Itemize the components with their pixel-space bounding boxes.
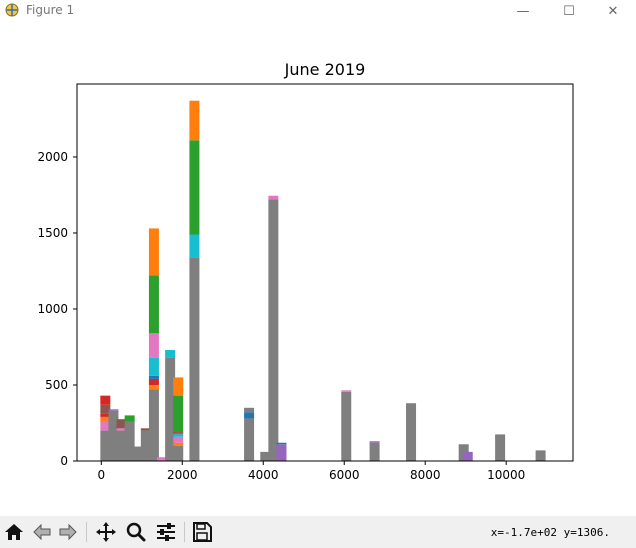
y-tick-label: 1500 [37, 226, 68, 240]
bar-segment-11-1 [244, 412, 255, 419]
bar-segment-11-2 [244, 407, 255, 413]
move-icon[interactable] [94, 520, 118, 544]
bar-segment-0-3 [100, 413, 111, 417]
y-tick-label: 500 [45, 378, 68, 392]
bar-segment-21-0 [535, 450, 546, 461]
bar-segment-10-0 [189, 257, 200, 461]
minimize-icon: — [516, 3, 530, 19]
window-title: Figure 1 [26, 3, 75, 17]
x-tick-label: 4000 [248, 468, 279, 482]
bar-segment-0-5 [100, 395, 111, 405]
bar-segment-20-0 [495, 434, 506, 461]
chart: 0 2000 4000 6000 8000 10000 0 500 1000 1500 2000 J… [37, 60, 574, 482]
coordinate-readout: x=-1.7e+02 y=1306. [490, 526, 610, 539]
bar-segment-2-0 [116, 430, 127, 461]
bar-segment-6-2 [148, 378, 159, 385]
x-tick-label: 6000 [329, 468, 360, 482]
sliders-icon[interactable] [154, 520, 178, 544]
maximize-icon: ☐ [563, 3, 575, 19]
bar-segment-16-0 [369, 442, 380, 461]
minimize-button[interactable]: — [500, 0, 546, 22]
y-tick-label: 1000 [37, 302, 68, 316]
bar-segment-0-4 [100, 404, 111, 414]
bar-segment-0-1 [100, 421, 111, 431]
arrow-left-icon[interactable] [30, 520, 54, 544]
bar-segment-3-0 [124, 421, 135, 461]
bar-segment-5-0 [140, 430, 151, 461]
bar-segment-0-0 [100, 430, 111, 461]
arrow-right-icon[interactable] [56, 520, 80, 544]
bar-segment-9-6 [173, 377, 184, 396]
bar-segment-9-2 [173, 436, 184, 443]
bar-segment-6-1 [148, 384, 159, 390]
magnifier-icon[interactable] [124, 520, 148, 544]
bar-segment-6-7 [148, 228, 159, 276]
bar-segment-5-1 [140, 428, 151, 431]
toolbar-separator [86, 522, 87, 542]
bar-segment-2-2 [116, 419, 127, 429]
matplotlib-figure-icon [5, 3, 19, 17]
bar-segment-6-4 [148, 357, 159, 376]
bar-segment-17-0 [406, 403, 417, 461]
axes-frame [76, 83, 574, 462]
maximize-button[interactable]: ☐ [546, 0, 592, 22]
bar-segment-10-2 [189, 140, 200, 235]
x-tick-label: 8000 [410, 468, 441, 482]
toolbar-separator [184, 522, 185, 542]
bar-segment-19-0 [462, 451, 473, 461]
bar-segment-1-1 [108, 409, 119, 411]
bar-segment-11-0 [244, 418, 255, 461]
floppy-disk-icon[interactable] [190, 520, 214, 544]
x-tick-label: 10000 [487, 468, 525, 482]
bar-segment-15-0 [341, 391, 352, 461]
close-icon: ✕ [607, 3, 619, 19]
bar-segment-4-0 [132, 446, 143, 461]
bar-segment-6-0 [148, 389, 159, 461]
bar-segment-8-0 [165, 357, 176, 461]
bar-segment-2-1 [116, 428, 127, 431]
bar-segment-14-1 [276, 442, 287, 445]
bar-segment-6-6 [148, 275, 159, 334]
close-button[interactable]: ✕ [590, 0, 636, 22]
bar-segment-13-1 [268, 195, 279, 200]
home-icon[interactable] [2, 520, 26, 544]
navigation-toolbar: x=-1.7e+02 y=1306. [0, 516, 636, 548]
y-tick-label: 2000 [37, 150, 68, 164]
x-tick-label: 2000 [167, 468, 198, 482]
bar-segment-10-3 [189, 100, 200, 141]
ticks-layer: 0 2000 4000 6000 8000 10000 0 500 1000 1500 2000 [37, 150, 525, 482]
window-titlebar: Figure 1 — ☐ ✕ [0, 0, 636, 22]
bar-segment-0-2 [100, 416, 111, 422]
bar-segment-16-1 [369, 441, 380, 443]
bar-segment-9-1 [173, 442, 184, 446]
bar-segment-9-4 [173, 432, 184, 434]
bar-segment-1-0 [108, 410, 119, 461]
bar-segment-14-0 [276, 444, 287, 461]
bar-segment-6-5 [148, 333, 159, 358]
bar-segment-9-0 [173, 445, 184, 461]
bar-segment-10-1 [189, 234, 200, 258]
bar-segment-8-1 [165, 350, 176, 358]
bar-segment-9-3 [173, 433, 184, 437]
bar-segment-12-0 [260, 451, 271, 461]
bar-segment-9-5 [173, 395, 184, 433]
bar-segment-15-1 [341, 390, 352, 392]
y-tick-label: 0 [60, 454, 68, 468]
chart-title: June 2019 [284, 60, 366, 79]
bar-segment-3-1 [124, 415, 135, 422]
bars-layer [100, 100, 546, 461]
bar-segment-13-0 [268, 199, 279, 461]
x-tick-label: 0 [97, 468, 105, 482]
bar-segment-7-0 [157, 457, 168, 461]
bar-segment-6-3 [148, 375, 159, 379]
